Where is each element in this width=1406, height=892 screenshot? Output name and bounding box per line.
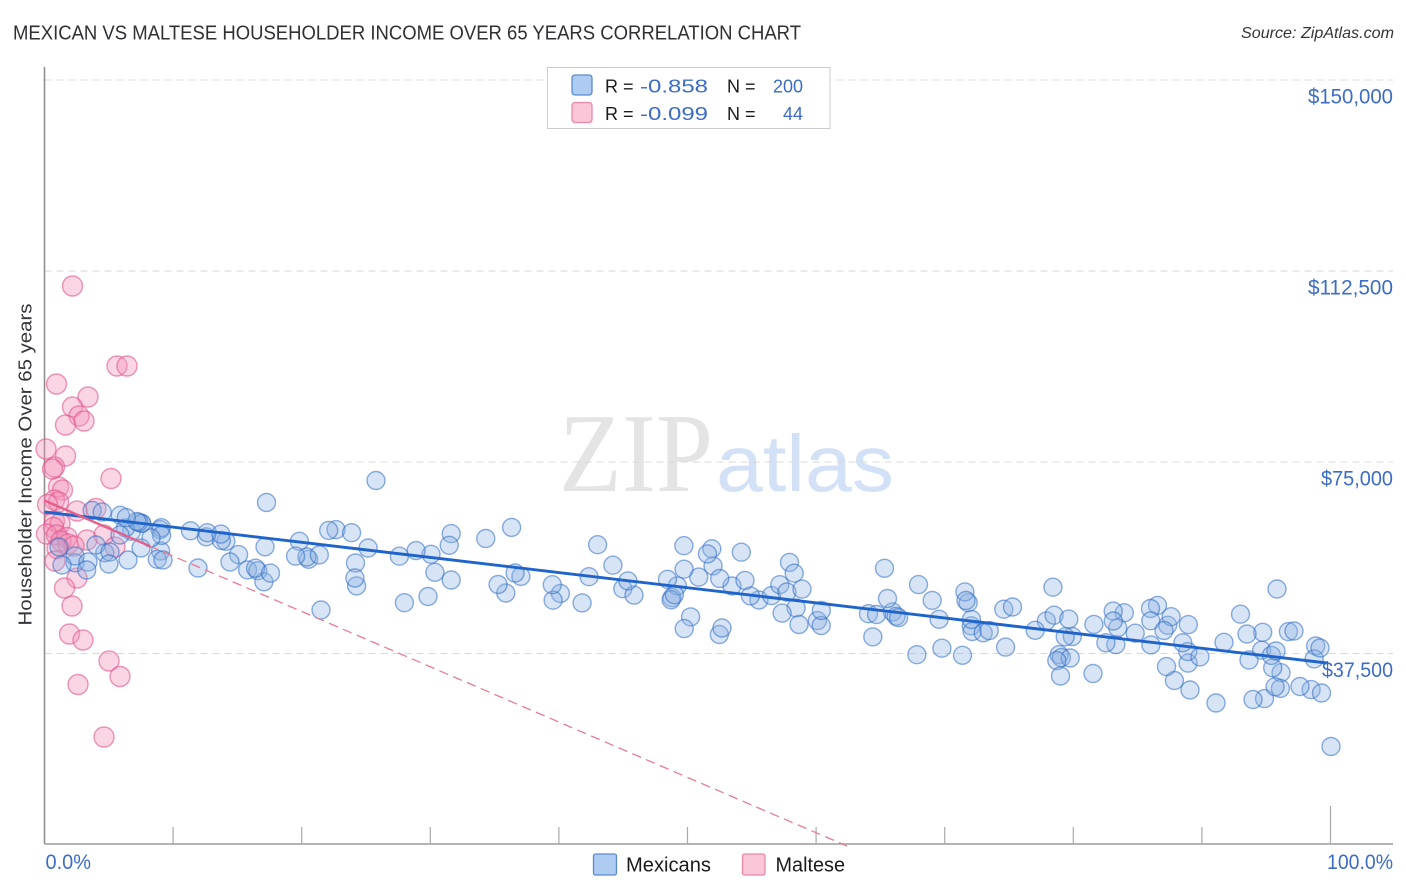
svg-text:Maltese: Maltese xyxy=(776,855,846,877)
svg-text:$75,000: $75,000 xyxy=(1321,467,1393,491)
svg-text:-0.858: -0.858 xyxy=(640,77,708,97)
svg-text:44: 44 xyxy=(783,104,803,124)
svg-text:Mexicans: Mexicans xyxy=(626,855,711,877)
svg-text:R =: R = xyxy=(605,104,634,124)
svg-text:Source: ZipAtlas.com: Source: ZipAtlas.com xyxy=(1241,25,1394,42)
svg-text:100.0%: 100.0% xyxy=(1327,851,1393,874)
svg-text:N =: N = xyxy=(727,104,756,124)
svg-text:atlas: atlas xyxy=(716,419,894,508)
svg-text:0.0%: 0.0% xyxy=(46,851,92,874)
svg-text:ZIP: ZIP xyxy=(559,392,713,516)
svg-text:-0.099: -0.099 xyxy=(640,104,708,124)
svg-text:200: 200 xyxy=(773,77,803,97)
svg-text:Householder Income Over 65 yea: Householder Income Over 65 years xyxy=(16,304,36,626)
svg-text:R =: R = xyxy=(605,77,634,97)
svg-text:$37,500: $37,500 xyxy=(1322,658,1393,682)
svg-text:$112,500: $112,500 xyxy=(1308,276,1393,300)
svg-text:MEXICAN VS MALTESE HOUSEHOLDER: MEXICAN VS MALTESE HOUSEHOLDER INCOME OV… xyxy=(13,23,801,45)
svg-text:N =: N = xyxy=(727,77,756,97)
svg-text:$150,000: $150,000 xyxy=(1308,85,1393,109)
